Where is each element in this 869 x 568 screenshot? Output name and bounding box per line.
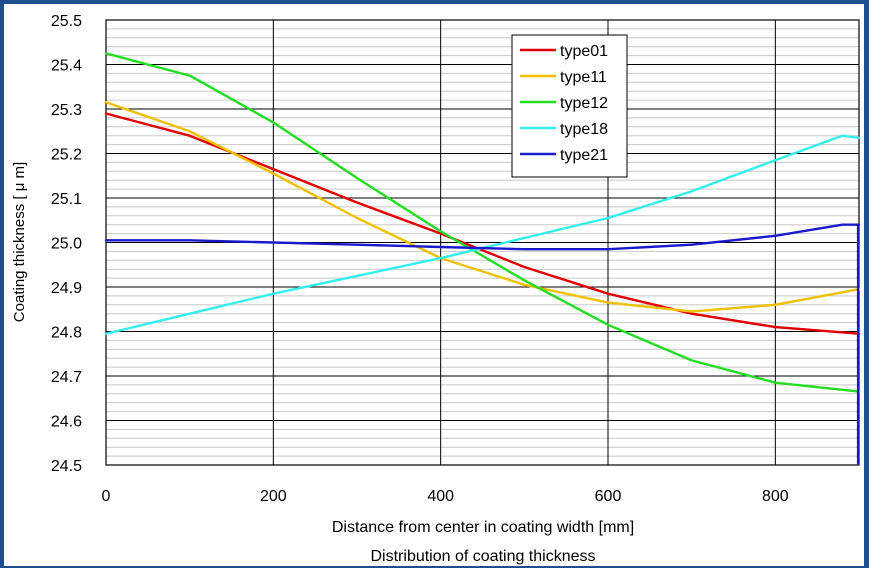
legend-label-type01: type01	[560, 43, 608, 60]
y-tick-label: 25.2	[51, 147, 82, 164]
x-tick-label: 600	[595, 488, 622, 505]
x-tick-label: 400	[427, 488, 454, 505]
y-tick-label: 24.9	[51, 280, 82, 297]
legend-label-type18: type18	[560, 121, 608, 138]
x-tick-label: 200	[260, 488, 287, 505]
legend-label-type21: type21	[560, 147, 608, 164]
y-tick-label: 25.3	[51, 102, 82, 119]
y-tick-label: 24.7	[51, 369, 82, 386]
y-tick-label: 24.5	[51, 458, 82, 475]
y-tick-label: 24.6	[51, 414, 82, 431]
y-tick-label: 24.8	[51, 325, 82, 342]
y-tick-label: 25.1	[51, 191, 82, 208]
minor-gridlines	[106, 28, 859, 457]
legend: type01 type11 type12 type18 type21	[511, 34, 628, 178]
y-axis-label: Coating thickness [ μ m]	[11, 162, 28, 322]
legend-label-type12: type12	[560, 95, 608, 112]
series-line-type12	[104, 52, 861, 393]
y-tick-label: 25.5	[51, 13, 82, 30]
series-line-type21	[104, 223, 861, 251]
series-line-type11	[104, 101, 861, 313]
chart-caption: Distribution of coating thickness	[371, 548, 596, 565]
y-tick-labels: 24.5 24.6 24.7 24.8 24.9 25.0 25.1 25.2 25.3 25.4…	[51, 13, 82, 475]
y-tick-label: 25.4	[51, 58, 82, 75]
x-tick-labels: 0 200 400 600 800	[102, 488, 789, 505]
y-tick-label: 25.0	[51, 236, 82, 253]
legend-label-type11: type11	[560, 69, 607, 86]
x-tick-label: 800	[762, 488, 789, 505]
x-tick-label: 0	[102, 488, 111, 505]
major-gridlines	[105, 19, 859, 466]
x-axis-label: Distance from center in coating width [m…	[332, 519, 634, 536]
series-layer	[104, 52, 861, 465]
series-line-type18	[104, 134, 861, 335]
